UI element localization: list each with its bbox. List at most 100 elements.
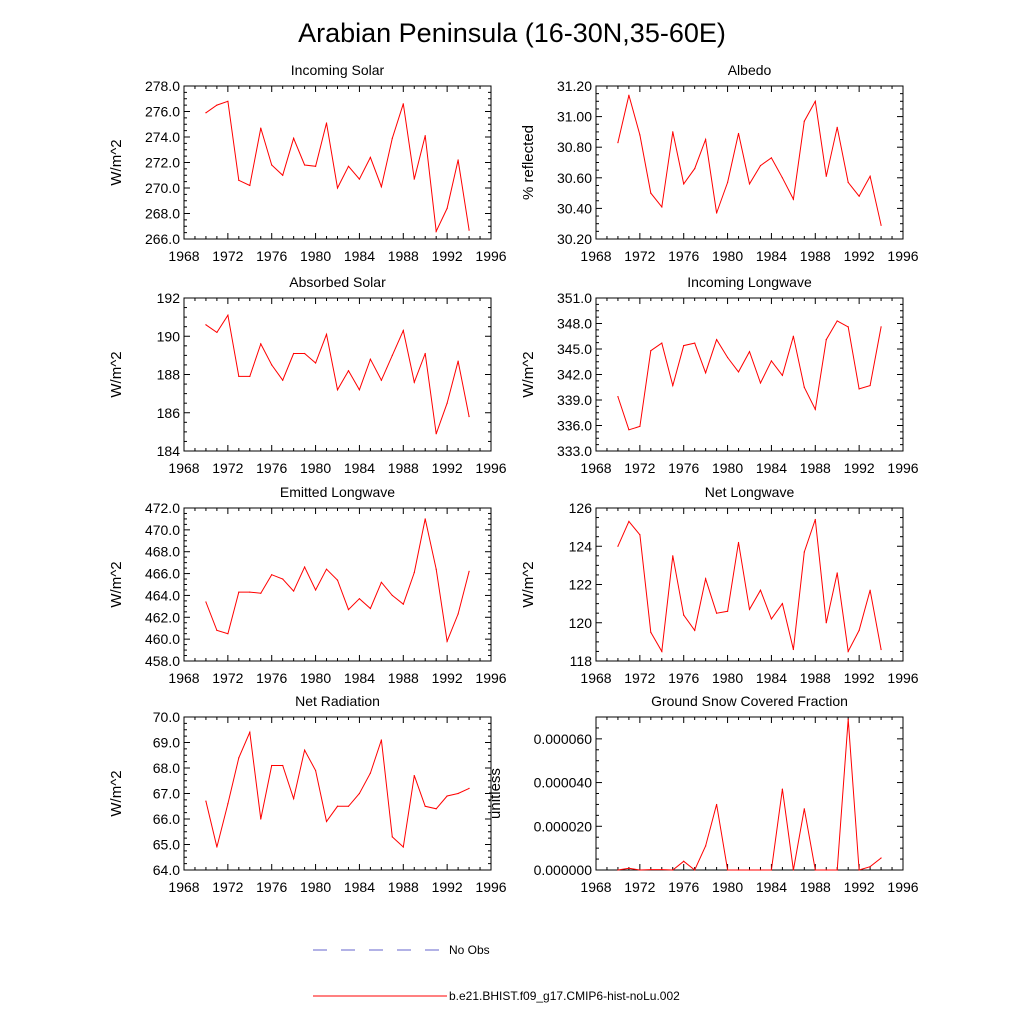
panel-net-radiation: Net Radiation 1968 1972 1976 1980 1984 1988 199… <box>108 693 507 895</box>
y-tick-label: 64.0 <box>153 862 180 878</box>
data-point <box>650 192 652 194</box>
data-point <box>380 379 382 381</box>
data-point <box>391 354 393 356</box>
data-point <box>468 570 470 572</box>
x-tick-label: 1980 <box>712 879 743 895</box>
y-axis-label: W/m^2 <box>108 561 125 607</box>
y-axis-label: W/m^2 <box>520 561 537 607</box>
data-point <box>825 869 827 871</box>
y-tick-label: 268.0 <box>145 206 180 222</box>
data-point <box>446 402 448 404</box>
data-point <box>716 612 718 614</box>
plot-frame <box>183 297 492 452</box>
x-tick-label: 1988 <box>800 248 831 264</box>
x-tick-label: 1996 <box>887 248 918 264</box>
data-point <box>759 869 762 871</box>
plot-frame <box>595 85 904 240</box>
data-point <box>249 184 251 187</box>
data-point <box>314 165 317 167</box>
data-point <box>858 195 860 197</box>
x-tick-label: 1984 <box>344 670 375 686</box>
data-point <box>628 867 630 869</box>
data-point <box>468 229 470 231</box>
x-tick-label: 1972 <box>624 460 655 476</box>
data-point <box>304 566 306 568</box>
x-tick-label: 1996 <box>887 670 918 686</box>
x-tick-label: 1972 <box>624 248 655 264</box>
data-point <box>413 178 415 180</box>
data-point <box>683 614 685 616</box>
data-point <box>781 374 783 376</box>
data-point <box>672 384 674 387</box>
series-line <box>205 730 470 849</box>
y-tick-label: 342.0 <box>557 367 592 383</box>
panel-title: Incoming Longwave <box>687 274 812 290</box>
data-point <box>369 772 371 774</box>
data-point <box>705 138 707 141</box>
y-tick-label: 466.0 <box>145 566 180 582</box>
y-tick-label: 278.0 <box>145 78 180 94</box>
x-tick-label: 1988 <box>800 670 831 686</box>
data-point <box>446 640 448 642</box>
data-point <box>639 869 641 871</box>
data-point <box>325 333 328 335</box>
x-tick-label: 1980 <box>712 460 743 476</box>
data-point <box>683 183 685 185</box>
x-tick-label: 1968 <box>168 670 199 686</box>
series-emitted-longwave <box>205 518 470 644</box>
data-point <box>661 342 663 344</box>
data-point <box>737 371 740 373</box>
x-tick-label: 1972 <box>212 248 243 264</box>
data-point <box>748 869 751 871</box>
y-tick-label: 70.0 <box>153 709 180 725</box>
data-point <box>457 792 459 795</box>
data-point <box>271 764 273 767</box>
x-tick-label: 1992 <box>432 460 463 476</box>
series-absorbed-solar <box>205 313 470 435</box>
data-point <box>358 792 361 795</box>
data-point <box>705 845 707 847</box>
x-tick-label: 1984 <box>756 460 787 476</box>
series-incoming-longwave <box>617 320 882 431</box>
x-tick-label: 1996 <box>887 879 918 895</box>
data-point <box>271 574 273 576</box>
data-point <box>869 384 871 387</box>
x-tick-label: 1996 <box>475 460 506 476</box>
data-point <box>402 603 404 605</box>
data-point <box>880 224 882 226</box>
x-tick-label: 1996 <box>475 670 506 686</box>
y-tick-label: 348.0 <box>557 316 592 332</box>
data-point <box>858 629 860 632</box>
data-point <box>424 518 426 520</box>
data-point <box>672 555 674 557</box>
data-point <box>781 788 783 790</box>
data-point <box>650 350 652 352</box>
data-point <box>347 370 350 372</box>
data-point <box>347 609 350 611</box>
data-point <box>282 379 284 381</box>
data-point <box>216 104 218 106</box>
data-point <box>672 869 674 871</box>
data-point <box>737 869 740 871</box>
data-point <box>617 396 619 398</box>
x-tick-label: 1976 <box>668 670 699 686</box>
data-point <box>628 520 630 522</box>
data-point <box>792 869 794 871</box>
data-point <box>880 648 882 651</box>
data-point <box>435 230 437 232</box>
data-point <box>446 207 448 209</box>
data-point <box>347 805 350 807</box>
y-tick-label: 0.000040 <box>534 775 593 791</box>
data-point <box>847 718 849 720</box>
data-point <box>424 135 426 137</box>
x-tick-label: 1992 <box>844 670 875 686</box>
data-point <box>249 591 251 593</box>
data-point <box>869 866 871 868</box>
data-point <box>380 186 382 188</box>
panel-title: Ground Snow Covered Fraction <box>651 693 848 709</box>
y-tick-label: 190 <box>157 328 181 344</box>
data-point <box>402 329 404 332</box>
data-point <box>726 181 729 183</box>
y-tick-label: 468.0 <box>145 544 180 560</box>
